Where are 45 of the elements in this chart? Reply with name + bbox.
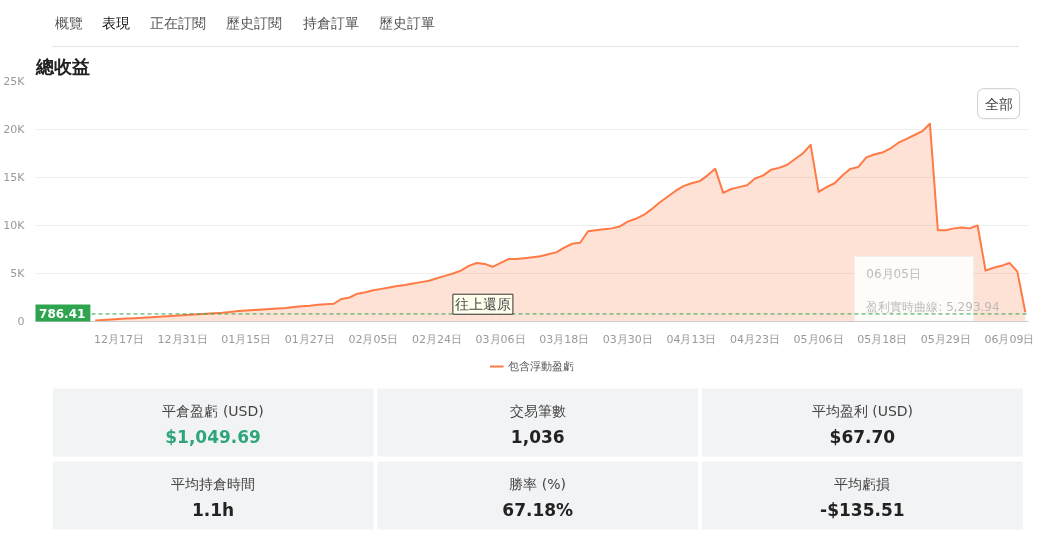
text: 平均盈利 (USD) (811, 402, 914, 419)
text: 歷史訂閱 (226, 14, 283, 31)
y-tick-label: 20K (3, 123, 26, 136)
text: 平均虧損 (834, 475, 891, 492)
y-tick-label: 10K (3, 219, 26, 232)
y-tick-label: 5K (10, 267, 26, 280)
annotation: 往上還原 (454, 296, 511, 313)
x-tick-label: 01月27日 (284, 332, 335, 346)
text: 勝率 (%) (509, 475, 567, 492)
text: 1.1h (191, 499, 235, 520)
text: 1,036 (510, 427, 565, 447)
x-tick-label: 03月06日 (475, 332, 526, 346)
x-tick-label: 04月23日 (730, 332, 781, 346)
text: 交易筆數 (509, 402, 566, 419)
text: $67.70 (829, 426, 896, 447)
text: 歷史訂單 (379, 14, 436, 31)
text: 平均持倉時間 (171, 475, 256, 492)
text: 67.18% (502, 499, 574, 520)
x-tick-label: 05月06日 (793, 332, 844, 346)
chart-title: 總收益 (34, 55, 90, 77)
x-tick-label: 02月24日 (412, 332, 462, 346)
text: 表現 (102, 14, 131, 31)
x-tick-label: 05月18日 (857, 332, 908, 346)
text: -$135.51 (820, 499, 905, 520)
x-tick-label: 04月13日 (666, 332, 717, 346)
text: 持倉訂單 (302, 14, 359, 31)
y-tick-label: 0 (17, 315, 25, 328)
text: $1,049.69 (165, 426, 261, 447)
y-tick-label: 25K (3, 75, 26, 88)
x-tick-label: 03月30日 (602, 332, 653, 346)
annotation: 06月05日 (866, 267, 921, 282)
x-tick-label: 03月18日 (539, 332, 590, 346)
x-tick-label: 06月09日 (984, 332, 1035, 346)
x-tick-label: 05月29日 (920, 332, 971, 346)
ref-line-label: 786.41 (39, 307, 86, 322)
annotation: 全部 (984, 95, 1013, 112)
text: 正在訂閱 (150, 14, 207, 31)
x-tick-label: 12月17日 (93, 332, 144, 346)
x-tick-label: 01月15日 (221, 332, 272, 346)
y-tick-label: 15K (3, 171, 26, 184)
text: 平倉盈虧 (USD) (162, 402, 264, 419)
legend-label: 包含浮動盈虧 (508, 358, 574, 374)
text: 概覽 (54, 14, 83, 31)
x-tick-label: 12月31日 (157, 332, 208, 346)
x-tick-label: 02月05日 (348, 332, 399, 346)
